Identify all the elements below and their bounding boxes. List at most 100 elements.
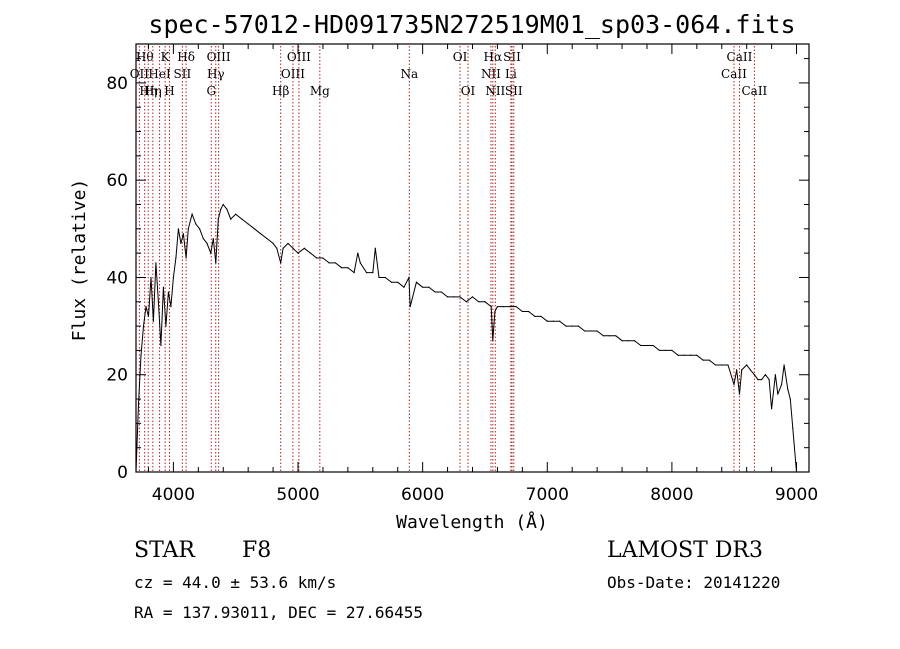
spectrum-point [496,306,499,308]
spectrum-point [180,242,182,245]
spectrum-point [206,242,208,245]
coordinates: RA = 137.93011, DEC = 27.66455 [134,603,423,622]
spectrum-point [167,291,170,293]
line-label-7: SII [174,67,192,81]
line-label-26: CaII [727,50,753,64]
line-label-23: SII [503,50,521,64]
spectrum-point [478,301,480,303]
spectrum-point [403,286,405,288]
spectrum-point [552,320,555,322]
spectrum-point [157,301,160,303]
line-label-27: CaII [741,84,767,98]
line-label-3: Hη [144,84,162,98]
spectrum-point [384,276,386,279]
line-label-0: OII [130,67,150,81]
spectrum-point [297,252,299,254]
spectrum-point [658,349,661,352]
y-axis-ticks: 0 20 40 60 80 [106,58,809,483]
spectrum-point [608,335,611,337]
spectrum-point [753,374,756,376]
spectrum-point [446,296,449,298]
object-subclass: F8 [242,538,272,563]
spectrum-point [357,252,359,254]
spectrum-point [677,354,679,356]
spectrum-point [746,364,748,366]
spectrum-point [235,213,237,215]
spectrum-point [440,291,442,293]
line-label-14: OIII [287,50,311,64]
spectrum-point [792,427,794,429]
spectrum-point [155,262,157,264]
spectrum-point [521,310,523,313]
line-label-9: G [206,84,216,98]
spectrum-point [198,228,201,230]
spectrum-point [771,408,773,410]
survey-name: LAMOST DR3 [607,538,763,563]
line-label-1: Hθ [136,50,154,64]
spectrum-point [390,281,393,283]
line-label-2: Hη [139,84,157,98]
spectrum-point [292,247,294,249]
spectrum-point [145,306,147,308]
line-label-25: CaII [721,67,747,81]
x-tick-label: 8000 [650,485,693,505]
spectrum-point [253,228,255,230]
spectrum-point [721,364,723,366]
spectrum-point [165,325,167,327]
spectrum-point [226,208,228,210]
spectrum-point [341,267,343,269]
x-tick-label: 9000 [775,485,818,505]
x-axis-ticks: 4000 5000 6000 7000 8000 9000 [147,44,818,505]
line-label-4: HeI [148,67,171,81]
spectrum-point [230,218,232,220]
spectrum-point [671,349,673,352]
line-label-19: NII [481,67,501,81]
spectrum-point [137,403,140,405]
spectrum-point [696,354,698,356]
spectrum-point [217,218,219,220]
spectrum-point [434,291,436,293]
spectrum-point [741,369,743,371]
line-label-13: OIII [281,67,305,81]
spectrum-point [527,310,530,313]
spectrum-point [202,237,204,240]
spectrum-point [287,242,289,245]
spectrum-point [260,233,262,235]
line-label-22: Li [505,67,517,81]
object-class: STAR [134,538,195,563]
spectrum-point [282,247,284,249]
line-label-18: OI [461,84,476,98]
spectrum-point [422,286,424,288]
spectrum-line [135,203,797,473]
spectrum-point [565,325,567,327]
spectrum-point [397,281,399,283]
y-tick-label: 60 [106,171,128,191]
line-label-21: NII [485,84,505,98]
spectrum-point [640,344,642,347]
spectrum-point [303,247,305,249]
spectrum-point [147,315,150,317]
spectrum-point [185,257,187,259]
spectrum-point [195,223,197,225]
line-label-24: SII [505,84,523,98]
spectrum-point [215,262,217,264]
spectrum-point [428,286,430,288]
spectrum-point [764,374,766,376]
line-label-16: Na [400,67,418,81]
spectrum-point [577,325,580,327]
spectrum-point [408,276,410,279]
spectrum-point [276,247,278,249]
spectrum-point [175,257,177,259]
x-tick-label: 4000 [152,485,195,505]
y-tick-label: 40 [106,268,128,288]
spectrum-point [182,233,184,235]
spectrum-point [374,247,376,249]
spectrum-point [503,306,505,308]
spectrum-point [738,393,741,395]
y-tick-label: 80 [106,74,128,94]
spectrum-point [490,306,492,308]
spectrum-point [761,378,763,381]
y-tick-label: 0 [117,463,128,483]
spectrum-point [316,257,318,259]
spectrum-point [334,262,337,264]
